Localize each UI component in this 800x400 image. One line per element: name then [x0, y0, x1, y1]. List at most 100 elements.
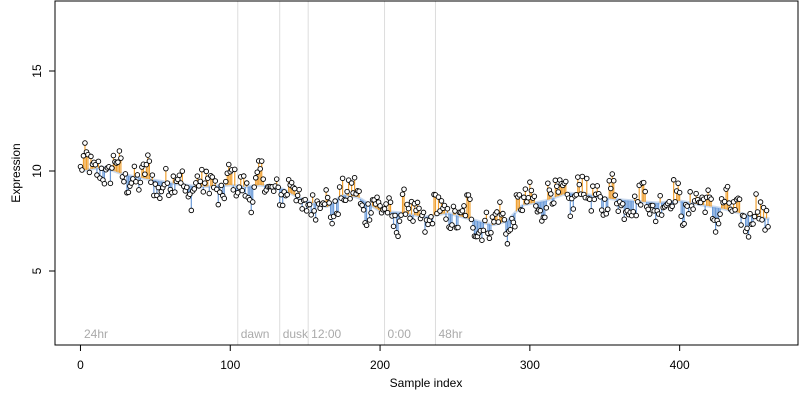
data-points — [77, 140, 771, 247]
data-point — [608, 185, 614, 192]
phase-label: 48hr — [438, 327, 462, 341]
data-point — [359, 202, 365, 208]
data-point — [146, 158, 153, 164]
data-point — [243, 180, 250, 186]
data-point — [594, 183, 601, 189]
data-point — [491, 219, 497, 225]
data-point — [551, 200, 557, 206]
data-point — [248, 209, 254, 216]
data-point — [199, 166, 205, 173]
data-point — [324, 194, 331, 201]
data-point — [88, 153, 94, 160]
data-point — [765, 224, 771, 230]
data-point — [567, 213, 574, 219]
data-point — [363, 222, 370, 229]
data-point — [548, 191, 554, 197]
data-point — [584, 175, 590, 182]
data-point — [717, 211, 723, 217]
data-point — [275, 184, 281, 191]
data-point — [606, 178, 613, 184]
data-point — [602, 196, 608, 202]
data-point — [294, 192, 301, 199]
data-point — [533, 203, 539, 209]
data-point — [121, 178, 127, 185]
data-point — [528, 187, 535, 194]
data-point — [288, 179, 295, 186]
data-point — [633, 212, 639, 219]
data-point — [443, 216, 449, 222]
data-point — [383, 201, 389, 207]
data-point — [428, 214, 434, 220]
data-point — [705, 187, 711, 193]
data-point — [504, 241, 511, 247]
data-point — [521, 194, 527, 201]
data-point — [441, 202, 448, 209]
data-point — [197, 178, 204, 185]
data-point — [410, 218, 416, 224]
data-point — [145, 152, 151, 158]
data-point — [302, 196, 308, 203]
data-point — [721, 198, 728, 205]
data-point — [291, 185, 298, 192]
data-point — [258, 158, 265, 164]
data-point — [599, 207, 605, 213]
data-point — [92, 161, 99, 168]
data-point — [552, 177, 559, 184]
data-point — [299, 206, 305, 212]
data-point — [757, 199, 764, 205]
data-point — [303, 208, 310, 214]
phase-labels: dawn dusk 12:00 0:00 48hr — [241, 327, 463, 341]
data-point — [684, 203, 690, 209]
data-point — [702, 209, 708, 216]
data-point — [753, 191, 759, 197]
data-point — [110, 152, 117, 159]
data-point — [630, 208, 636, 215]
trend-layer — [80, 165, 770, 227]
data-point — [240, 173, 247, 179]
data-point — [573, 191, 580, 198]
data-point — [260, 176, 266, 182]
data-point — [422, 229, 428, 235]
data-point — [187, 191, 193, 197]
data-point — [462, 212, 469, 219]
data-point — [257, 166, 263, 172]
data-point — [136, 187, 142, 193]
data-point — [395, 233, 401, 240]
data-point — [392, 212, 398, 219]
data-point — [212, 178, 219, 184]
data-point — [115, 159, 121, 165]
data-point — [658, 212, 665, 218]
data-point — [669, 203, 675, 210]
data-point — [450, 203, 457, 210]
data-point — [525, 194, 532, 201]
data-point — [501, 217, 508, 223]
data-point — [209, 174, 216, 180]
data-point — [435, 194, 442, 200]
data-point — [142, 171, 148, 177]
data-point — [326, 200, 332, 206]
data-point — [360, 207, 367, 213]
data-point — [597, 194, 604, 200]
data-point — [163, 165, 169, 172]
data-point — [230, 187, 237, 193]
data-point — [335, 211, 341, 217]
data-point — [223, 178, 229, 185]
trend-line — [80, 165, 770, 227]
data-point — [366, 217, 373, 223]
data-point — [545, 180, 551, 186]
data-point — [368, 210, 374, 216]
y-axis-label: Expression — [9, 143, 23, 202]
data-point — [270, 188, 277, 194]
data-point — [296, 186, 302, 193]
data-point — [344, 188, 350, 195]
data-point — [405, 205, 412, 212]
data-point — [438, 198, 445, 204]
data-point — [236, 184, 243, 190]
data-point — [488, 229, 494, 236]
residual-segments — [79, 143, 769, 244]
data-point — [381, 206, 388, 212]
data-point — [675, 180, 681, 187]
data-point — [741, 213, 747, 220]
data-point — [118, 155, 124, 161]
data-point — [390, 223, 397, 230]
